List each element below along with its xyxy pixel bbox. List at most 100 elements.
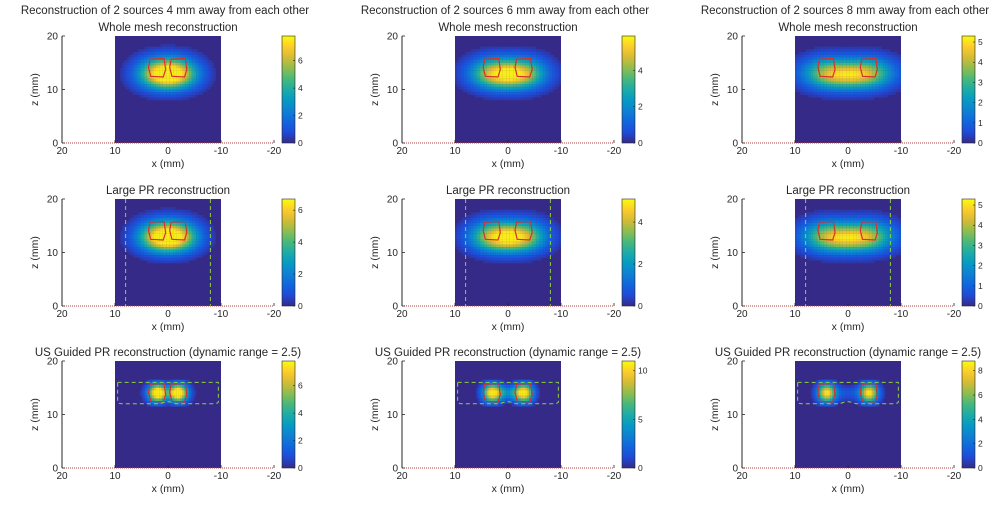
x-tick-label: 20: [396, 471, 408, 482]
colorbar-tick-label: 0: [298, 138, 303, 148]
y-tick-label: 0: [392, 139, 398, 150]
source-outline-1: [817, 382, 836, 403]
panel-r3-c2: US Guided PR reconstruction (dynamic ran…: [369, 347, 648, 495]
y-tick-label: 20: [47, 32, 59, 43]
x-axis-label: x (mm): [152, 321, 185, 333]
heatmap: [455, 209, 561, 264]
colorbar-tick-label: 2: [298, 111, 303, 121]
colorbar-tick-label: 5: [978, 200, 983, 210]
y-axis-label: z (mm): [709, 236, 721, 269]
y-tick-label: 10: [387, 85, 399, 96]
x-axis-label: x (mm): [492, 158, 525, 170]
x-tick-label: 20: [736, 309, 748, 320]
colorbar-tick-label: 4: [978, 414, 983, 424]
colorbar-tick-label: 1: [978, 281, 983, 291]
panel-title: Large PR reconstruction: [786, 185, 910, 197]
colorbar-tick-label: 0: [638, 463, 643, 473]
heatmap: [476, 379, 540, 407]
x-tick-label: 10: [449, 471, 461, 482]
y-tick-label: 10: [47, 85, 59, 96]
x-tick-label: 10: [449, 146, 461, 157]
x-axis-label: x (mm): [832, 321, 865, 333]
pr-region-outline: [457, 381, 559, 405]
heatmap: [455, 46, 561, 101]
mesh-region: [455, 361, 561, 468]
y-tick-label: 20: [727, 32, 739, 43]
x-tick-label: 20: [396, 309, 408, 320]
colorbar-tick-label: 6: [298, 381, 303, 391]
x-axis-label: x (mm): [832, 483, 865, 495]
source-outline-1: [817, 57, 836, 78]
x-tick-label: -20: [267, 309, 282, 320]
x-tick-label: 10: [789, 146, 801, 157]
source-outline-1: [817, 220, 836, 241]
x-axis-label: x (mm): [152, 158, 185, 170]
y-axis-label: z (mm): [29, 398, 41, 431]
x-tick-label: -10: [894, 471, 909, 482]
y-tick-label: 0: [732, 139, 738, 150]
colorbar-tick-label: 6: [298, 205, 303, 215]
colorbar-tick-label: 3: [978, 240, 983, 250]
colorbar-tick-label: 0: [298, 301, 303, 311]
source-outline-2: [859, 220, 879, 241]
source-outline-2: [169, 57, 188, 78]
x-tick-label: -20: [947, 146, 962, 157]
x-tick-label: 10: [109, 309, 121, 320]
colorbar-tick-label: 2: [638, 259, 643, 269]
x-tick-label: -10: [554, 471, 569, 482]
colorbar-tick-label: 5: [638, 414, 643, 424]
x-tick-label: 10: [109, 146, 121, 157]
source-outline-1: [482, 220, 501, 241]
source-outline-1: [147, 57, 167, 78]
colorbar-tick-label: 0: [638, 138, 643, 148]
x-tick-label: 0: [845, 471, 851, 482]
panel-title: Whole mesh reconstruction: [98, 22, 237, 34]
colorbar-tick-label: 1: [978, 118, 983, 128]
y-axis-label: z (mm): [709, 398, 721, 431]
y-tick-label: 0: [52, 464, 58, 475]
colorbar-tick-label: 2: [638, 102, 643, 112]
x-tick-label: -20: [947, 471, 962, 482]
y-tick-label: 10: [47, 248, 59, 259]
heatmap: [120, 43, 216, 101]
pr-region-outline: [117, 381, 219, 405]
colorbar-tick-label: 2: [298, 269, 303, 279]
colorbar-tick-label: 0: [638, 301, 643, 311]
y-tick-label: 0: [392, 464, 398, 475]
x-tick-label: 0: [165, 146, 171, 157]
colorbar-tick-label: 0: [978, 301, 983, 311]
x-tick-label: 10: [789, 309, 801, 320]
x-tick-label: 0: [845, 146, 851, 157]
y-tick-label: 20: [727, 195, 739, 206]
colorbar: [961, 360, 976, 469]
colorbar-tick-label: 6: [978, 390, 983, 400]
colorbar-tick-label: 3: [978, 77, 983, 87]
x-tick-label: -10: [554, 146, 569, 157]
x-tick-label: -10: [214, 146, 229, 157]
x-tick-label: -20: [267, 471, 282, 482]
colorbar-tick-label: 4: [978, 57, 983, 67]
panel-title: Whole mesh reconstruction: [778, 22, 917, 34]
x-tick-label: -10: [554, 309, 569, 320]
colorbar: [281, 198, 296, 307]
y-tick-label: 10: [727, 410, 739, 421]
source-outline-1: [482, 382, 501, 403]
colorbar-tick-label: 0: [298, 463, 303, 473]
y-tick-label: 0: [52, 139, 58, 150]
colorbar-tick-label: 6: [298, 56, 303, 66]
y-tick-label: 10: [727, 248, 739, 259]
colorbar: [281, 35, 296, 144]
x-tick-label: -20: [267, 146, 282, 157]
x-axis-label: x (mm): [152, 483, 185, 495]
y-tick-label: 20: [727, 357, 739, 368]
x-tick-label: 0: [505, 146, 511, 157]
y-tick-label: 0: [732, 302, 738, 313]
x-axis-label: x (mm): [492, 483, 525, 495]
y-tick-label: 10: [727, 85, 739, 96]
x-tick-label: -10: [894, 309, 909, 320]
x-tick-label: 0: [505, 309, 511, 320]
